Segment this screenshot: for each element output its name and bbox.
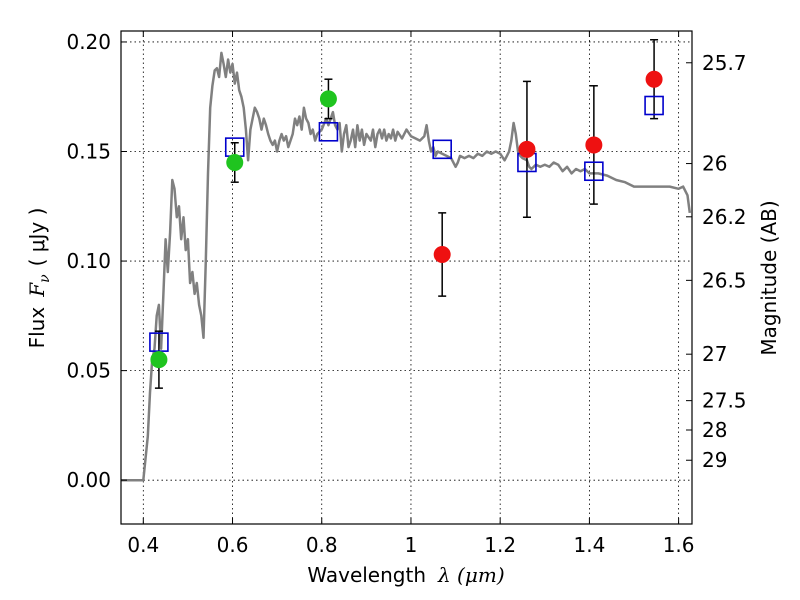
y-axis-label-math: F [25,282,49,298]
y2-tick-label: 27.5 [702,389,747,413]
y-tick-label: 0.00 [66,468,111,492]
data-point-marker [433,245,451,263]
grid [121,31,692,524]
model-square-marker [644,95,664,116]
data-point-marker [585,136,603,154]
y-tick-label: 0.15 [66,140,111,164]
y-tick-label: 0.05 [66,359,111,383]
y2-tick-label: 28 [702,418,727,442]
data-point-marker [150,351,168,369]
x-axis-label-text: Wavelength [307,563,426,587]
model-square-marker [318,121,339,142]
sed-model-line [121,51,692,482]
x-tick-label: 1.2 [484,533,516,557]
series-layer [121,39,692,482]
y-axis-label-unit: ( μJy ) [25,208,49,267]
y-axis-label: Flux Fν ( μJy ) [25,208,53,349]
model-square-marker [149,332,169,352]
y2-tick-label: 27 [702,342,727,366]
y2-tick-label: 26.2 [702,205,747,229]
y-axis-label-sub: ν [37,274,53,283]
ticks: 0.4 0.6 0.8 1 1.2 1.4 1.6 0.00 0.05 0.10 0.15 0.20 2… [66,30,746,557]
data-point-marker [319,90,337,108]
data-point-marker [518,140,536,158]
data-point-marker [645,70,663,88]
model-square-marker [584,161,604,182]
x-axis-label: Wavelength λ (μm) [307,563,504,587]
x-tick-label: 1.4 [573,533,605,557]
plot-background [121,31,692,524]
x-tick-label: 0.6 [217,533,249,557]
y2-tick-label: 25.7 [702,51,747,75]
x-tick-label: 1 [405,533,418,557]
x-axis-label-math: λ (μm) [437,563,505,587]
y2-axis-label: Magnitude (AB) [757,200,781,355]
y2-tick-label: 29 [702,448,727,472]
x-tick-label: 0.4 [127,533,159,557]
x-tick-label: 1.6 [663,533,695,557]
y2-tick-label: 26.5 [702,268,747,292]
x-tick-label: 0.8 [306,533,338,557]
model-square-marker [432,139,452,160]
y-tick-label: 0.20 [66,30,111,54]
y-tick-label: 0.10 [66,249,111,273]
plot-frame [120,30,693,525]
y2-tick-label: 26 [702,152,727,176]
data-point-marker [226,153,244,171]
y-axis-label-text: Flux [25,307,49,349]
